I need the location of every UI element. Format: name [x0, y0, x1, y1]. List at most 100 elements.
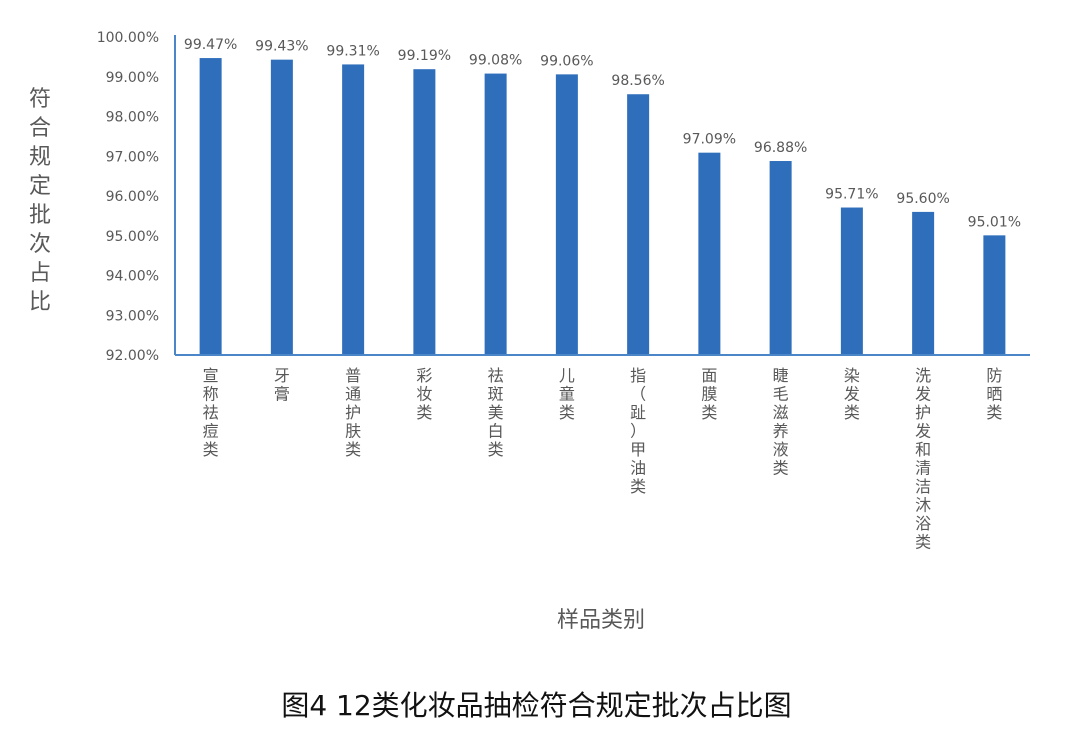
x-tick-label-char: 类: [559, 403, 575, 422]
data-label: 96.88%: [754, 140, 807, 156]
x-tick-label-char: 发: [915, 422, 931, 441]
bar: [769, 161, 792, 355]
y-axis-title-char: 比: [29, 290, 51, 315]
x-tick-label-char: 宣: [203, 366, 219, 385]
x-axis-title-text: 样品类别: [557, 608, 645, 633]
x-tick-label: 指（趾）甲油类: [630, 366, 646, 496]
x-tick-label-char: 通: [345, 385, 361, 404]
y-tick-label: 97.00%: [106, 149, 159, 165]
data-label: 99.08%: [469, 53, 522, 69]
y-tick-label: 98.00%: [106, 110, 159, 126]
x-tick-label-char: 护: [915, 403, 931, 422]
bar: [983, 235, 1006, 355]
x-tick-label: 宣称祛痘类: [203, 366, 219, 459]
x-tick-label-char: 清: [915, 459, 931, 478]
x-tick-label-char: 祛: [488, 366, 504, 385]
y-axis-title-char: 符: [29, 87, 51, 112]
x-tick-label-char: 类: [488, 440, 504, 459]
x-tick-label-char: 痘: [203, 422, 219, 441]
bars: [199, 58, 1006, 356]
data-label: 99.43%: [255, 39, 308, 55]
y-axis-title: 符合规定批次占比: [29, 87, 51, 315]
y-tick-label: 93.00%: [106, 308, 159, 324]
x-tick-label: 普通护肤类: [345, 366, 361, 459]
x-tick-label-char: 洁: [915, 477, 931, 496]
data-label: 99.19%: [398, 48, 451, 64]
y-tick-label: 100.00%: [97, 30, 159, 46]
x-tick-label-char: 趾: [630, 403, 646, 422]
y-tick-label: 94.00%: [106, 269, 159, 285]
data-label: 95.60%: [896, 191, 949, 207]
data-labels: 99.47% 99.43% 99.31% 99.19% 99.08% 99.06% 98.5…: [184, 37, 1021, 230]
data-label: 99.06%: [540, 53, 593, 69]
bar: [627, 94, 650, 356]
x-tick-label-char: 类: [345, 440, 361, 459]
x-tick-label: 牙膏: [274, 366, 290, 404]
y-tick-label: 96.00%: [106, 189, 159, 205]
x-tick-label-char: 睫: [773, 366, 789, 385]
x-tick-label-char: 面: [701, 366, 717, 385]
y-axis-title-char: 占: [29, 261, 51, 286]
x-tick-label-char: 毛: [773, 385, 789, 404]
y-axis-title-text: 符合规定批次占比: [29, 87, 51, 315]
x-tick-label-char: 浴: [915, 514, 931, 533]
data-label: 99.31%: [326, 43, 379, 59]
x-tick-label-char: 类: [630, 477, 646, 496]
x-tick-label-char: 斑: [488, 385, 504, 404]
x-tick-label-char: 沐: [915, 496, 931, 515]
x-tick-label-char: 肤: [345, 422, 361, 441]
data-label: 95.01%: [968, 214, 1021, 230]
x-tick-label: 祛斑美白类: [488, 366, 504, 459]
x-tick-label: 防晒类: [986, 366, 1002, 422]
y-tick-label: 99.00%: [106, 70, 159, 86]
x-tick-label-char: 类: [701, 403, 717, 422]
y-tick-label: 95.00%: [106, 229, 159, 245]
y-axis-title-char: 合: [29, 116, 51, 141]
x-tick-labels: 宣称祛痘类牙膏普通护肤类彩妆类祛斑美白类儿童类指（趾）甲油类面膜类睫毛滋养液类染…: [203, 366, 1003, 552]
x-tick-label-char: 类: [915, 533, 931, 552]
x-tick-label-char: 发: [844, 385, 860, 404]
data-label: 99.47%: [184, 37, 237, 53]
x-tick-label-char: 类: [986, 403, 1002, 422]
y-tick-labels: 92.00% 93.00% 94.00% 95.00% 96.00% 97.00% 98.0…: [97, 30, 159, 364]
data-label: 98.56%: [611, 73, 664, 89]
x-tick-label-char: 指: [630, 366, 646, 385]
x-tick-label-char: 养: [773, 422, 789, 441]
x-tick-label-char: 儿: [559, 366, 575, 385]
x-tick-label-char: 妆: [416, 385, 432, 404]
x-tick-label-char: 防: [986, 366, 1002, 385]
x-tick-label-char: 童: [559, 385, 575, 404]
x-tick-label: 洗发护发和清洁沐浴类: [915, 366, 931, 552]
x-tick-label-char: 染: [844, 366, 860, 385]
x-tick-label-char: 膜: [701, 385, 717, 404]
bar: [342, 64, 365, 356]
bar: [413, 69, 436, 355]
y-axis-title-char: 批: [29, 203, 51, 228]
x-tick-label-char: 发: [915, 385, 931, 404]
x-tick-label-char: 甲: [630, 440, 646, 459]
x-tick-label-char: 美: [488, 403, 504, 422]
x-tick-label-char: 洗: [915, 366, 931, 385]
x-tick-label-char: 膏: [274, 385, 290, 404]
x-tick-label: 彩妆类: [416, 366, 432, 422]
y-tick-label: 92.00%: [106, 348, 159, 364]
x-tick-label-char: 类: [773, 459, 789, 478]
axes: [174, 35, 1030, 356]
x-tick-label-char: 祛: [203, 403, 219, 422]
x-tick-label-char: 类: [416, 403, 432, 422]
x-tick-label: 儿童类: [559, 366, 575, 422]
bar: [199, 58, 222, 355]
x-tick-label-char: 液: [773, 440, 789, 459]
x-tick-label-char: 普: [345, 366, 361, 385]
x-tick-label-char: 护: [345, 403, 361, 422]
x-axis-title: 样品类别: [557, 608, 645, 633]
bar: [698, 152, 721, 355]
data-label: 97.09%: [683, 132, 736, 148]
data-label: 95.71%: [825, 187, 878, 203]
bar: [484, 73, 507, 355]
x-tick-label: 面膜类: [701, 366, 717, 422]
y-axis-title-char: 规: [29, 145, 51, 170]
y-axis-title-char: 次: [29, 232, 51, 257]
x-tick-label-char: （: [630, 385, 646, 404]
x-tick-label-char: 牙: [274, 366, 290, 385]
